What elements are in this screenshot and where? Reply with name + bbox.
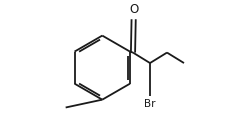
- Text: O: O: [129, 3, 138, 16]
- Text: Br: Br: [144, 99, 156, 109]
